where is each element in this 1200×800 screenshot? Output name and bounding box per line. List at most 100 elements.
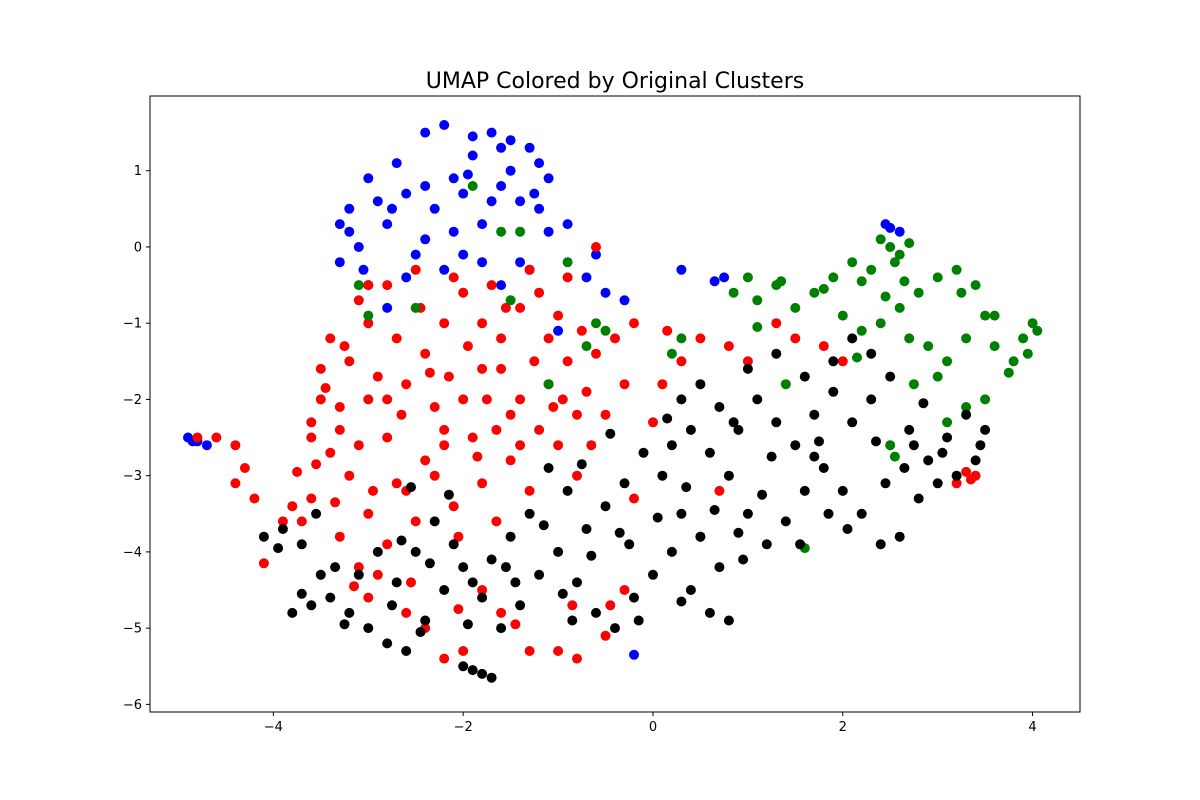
data-point (458, 188, 469, 199)
y-tick-label: −3 (123, 469, 142, 484)
data-point (382, 394, 393, 405)
data-point (344, 203, 355, 214)
data-point (320, 383, 331, 393)
data-point (619, 295, 630, 306)
data-point (562, 485, 573, 496)
data-point (695, 531, 706, 542)
data-point (496, 607, 507, 618)
data-point (462, 341, 473, 352)
data-point (363, 173, 374, 184)
data-point (742, 272, 753, 283)
data-point (875, 318, 886, 329)
data-point (586, 550, 597, 561)
data-point (505, 135, 516, 146)
data-point (306, 600, 317, 611)
data-point (477, 219, 488, 230)
data-point (534, 569, 545, 580)
data-point (600, 501, 611, 512)
data-point (923, 455, 934, 466)
data-point (311, 508, 322, 519)
data-point (624, 539, 635, 550)
data-point (790, 440, 801, 451)
data-point (657, 470, 668, 481)
data-point (515, 257, 526, 268)
data-point (685, 424, 696, 435)
data-point (937, 447, 948, 458)
data-point (553, 646, 564, 656)
data-point (534, 158, 545, 169)
data-point (752, 394, 763, 405)
data-point (496, 142, 507, 153)
data-point (553, 546, 564, 557)
data-point (666, 440, 677, 451)
data-point (942, 417, 953, 428)
data-point (382, 302, 393, 313)
data-point (382, 219, 393, 230)
data-point (581, 272, 592, 283)
data-point (714, 562, 725, 573)
data-point (581, 341, 592, 352)
series-0 (183, 120, 905, 660)
data-point (799, 485, 810, 496)
data-point (410, 546, 421, 557)
data-point (277, 524, 288, 534)
data-point (306, 493, 317, 504)
data-point (885, 371, 896, 382)
data-point (515, 394, 526, 405)
data-point (344, 226, 355, 237)
data-point (871, 436, 881, 447)
data-point (249, 493, 260, 504)
data-point (723, 470, 734, 481)
data-point (534, 424, 545, 435)
data-point (600, 630, 611, 641)
data-point (486, 196, 497, 207)
data-point (458, 661, 469, 672)
data-point (424, 367, 435, 378)
data-point (742, 363, 753, 374)
data-point (904, 333, 915, 344)
data-point (481, 394, 492, 405)
data-point (889, 257, 900, 268)
data-point (458, 249, 469, 260)
data-point (557, 394, 568, 405)
data-point (453, 604, 464, 615)
data-point (534, 203, 545, 214)
data-point (406, 577, 416, 588)
data-point (652, 512, 663, 523)
data-point (899, 463, 910, 473)
data-point (771, 318, 782, 329)
data-point (553, 325, 564, 336)
data-point (353, 242, 364, 252)
data-point (515, 440, 526, 451)
data-point (728, 287, 739, 298)
data-point (610, 623, 620, 634)
data-point (908, 440, 919, 451)
data-point (391, 577, 402, 588)
data-point (543, 226, 554, 237)
data-point (344, 356, 355, 367)
data-point (809, 287, 820, 298)
data-point (738, 554, 749, 565)
data-point (515, 226, 526, 237)
data-point (695, 379, 706, 390)
data-point (201, 440, 212, 451)
data-point (591, 607, 601, 618)
data-point (842, 524, 853, 534)
data-point (486, 127, 497, 138)
data-point (980, 310, 991, 321)
data-point (339, 619, 350, 630)
data-point (1032, 325, 1043, 336)
data-point (543, 463, 554, 473)
data-point (719, 272, 730, 283)
data-point (553, 440, 564, 451)
data-point (885, 440, 896, 451)
data-point (629, 493, 639, 504)
data-point (330, 562, 341, 573)
data-point (856, 325, 867, 336)
data-point (989, 310, 1000, 321)
data-point (382, 539, 393, 550)
data-point (619, 585, 630, 595)
data-point (467, 131, 478, 142)
data-point (505, 455, 516, 466)
